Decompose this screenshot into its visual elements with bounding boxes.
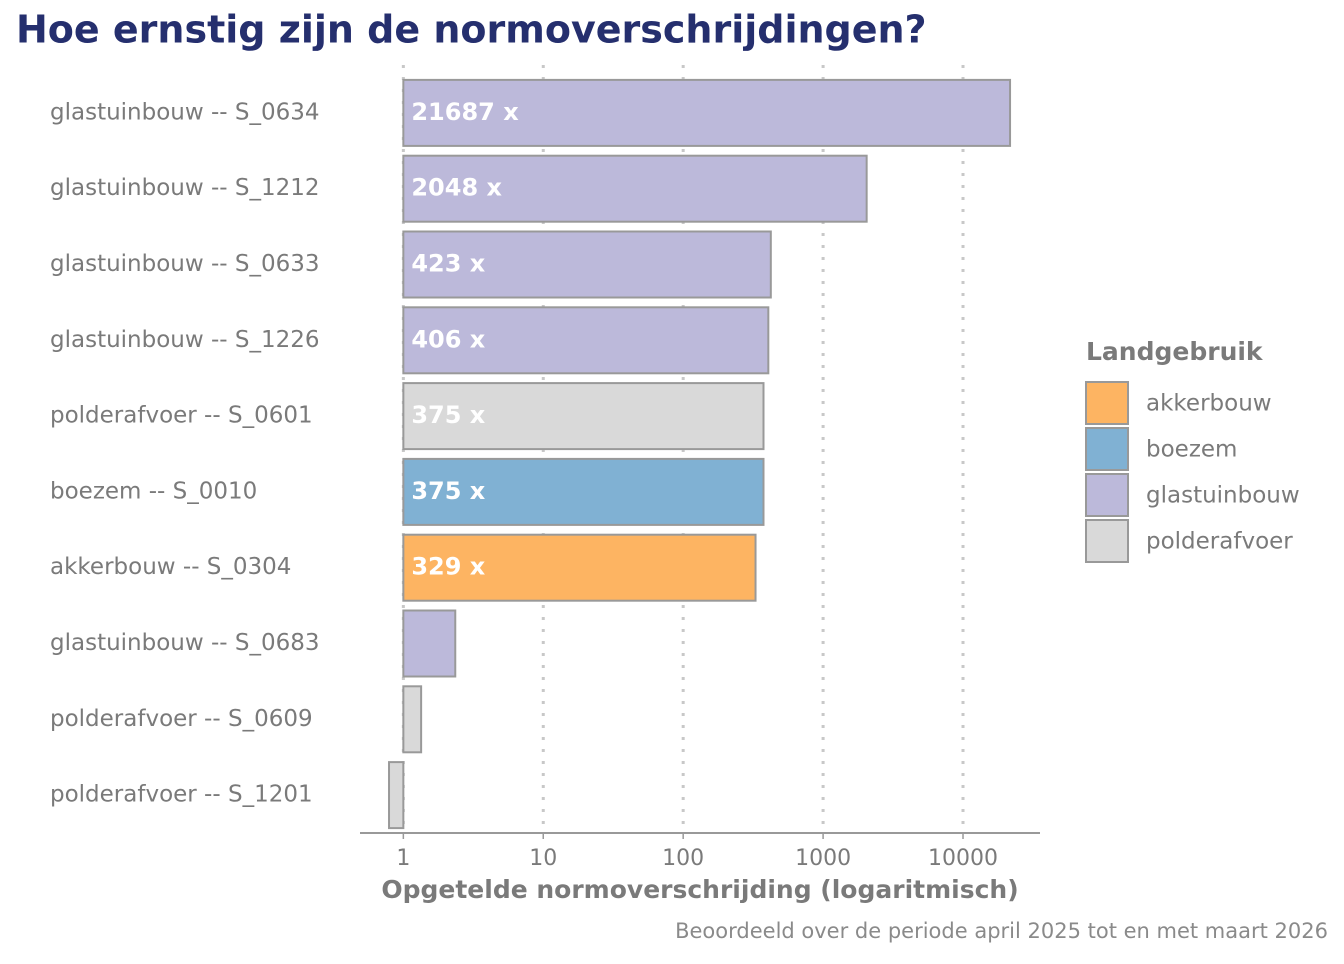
legend-swatch (1085, 381, 1129, 425)
value-label: 329 x (411, 553, 485, 581)
value-label: 375 x (411, 477, 485, 505)
y-tick-label: glastuinbouw -- S_1212 (50, 175, 320, 201)
y-tick-label: glastuinbouw -- S_0683 (50, 630, 320, 656)
bar (402, 457, 765, 526)
x-tick-label: 1000 (795, 846, 851, 871)
bar (402, 306, 770, 375)
x-axis-label: Opgetelde normoverschrijding (logaritmis… (381, 875, 1018, 904)
value-label: 375 x (411, 401, 485, 429)
x-tick-label: 100 (662, 846, 704, 871)
bar (402, 78, 1012, 147)
y-tick-label: polderafvoer -- S_1201 (50, 782, 313, 808)
chart-title: Hoe ernstig zijn de normoverschrijdingen… (16, 8, 927, 52)
y-tick-label: glastuinbouw -- S_0634 (50, 99, 320, 125)
bar (402, 382, 765, 451)
bar (388, 761, 405, 830)
legend-title: Landgebruik (1086, 337, 1264, 366)
y-tick-label: glastuinbouw -- S_1226 (50, 327, 320, 353)
bar (402, 154, 868, 223)
legend-label: akkerbouw (1146, 391, 1272, 417)
legend-label: polderafvoer (1146, 529, 1293, 555)
bar (402, 230, 772, 299)
value-label: 21687 x (411, 98, 519, 126)
x-tick-label: 10000 (928, 846, 998, 871)
legend-label: glastuinbouw (1146, 483, 1300, 509)
legend-label: boezem (1146, 437, 1237, 463)
y-tick-label: polderafvoer -- S_0601 (50, 403, 313, 429)
y-tick-label: boezem -- S_0010 (50, 478, 257, 504)
value-label: 406 x (411, 325, 485, 353)
legend-swatch (1085, 519, 1129, 563)
bar (402, 685, 423, 754)
x-tick-label: 10 (529, 846, 557, 871)
value-label: 2048 x (411, 174, 502, 202)
value-label: 423 x (411, 250, 485, 278)
bar (402, 609, 457, 678)
legend-swatch (1085, 427, 1129, 471)
y-tick-label: glastuinbouw -- S_0633 (50, 251, 320, 277)
y-tick-label: polderafvoer -- S_0609 (50, 706, 313, 732)
caption: Beoordeeld over de periode april 2025 to… (675, 919, 1328, 943)
bar (402, 533, 757, 602)
x-tick-label: 1 (396, 846, 410, 871)
legend-swatch (1085, 473, 1129, 517)
y-tick-label: akkerbouw -- S_0304 (50, 554, 291, 580)
